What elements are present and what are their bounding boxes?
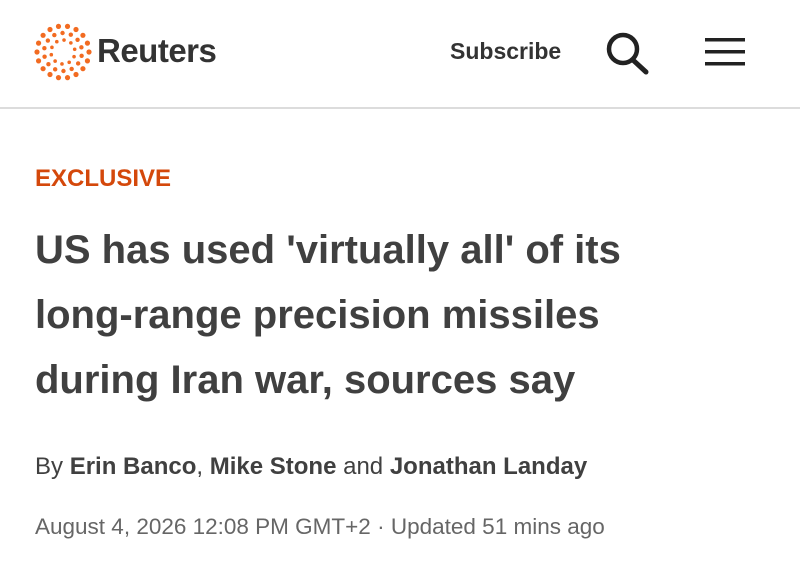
logo-dot [60, 62, 64, 66]
logo-dot [47, 71, 53, 78]
logo-dot [35, 40, 42, 46]
logo-dot [69, 66, 74, 72]
logo-dot [53, 59, 57, 63]
logo-dot [67, 60, 71, 65]
logo-dot [64, 23, 71, 29]
logo-dot [84, 58, 91, 64]
logo[interactable] [33, 22, 93, 82]
logo-dot [75, 61, 81, 66]
byline-prefix: By [35, 453, 64, 480]
search-icon[interactable] [604, 30, 652, 76]
logo-dot [45, 38, 51, 43]
menu-bar [705, 50, 745, 54]
logo-dot [79, 53, 84, 58]
logo-dot [75, 37, 80, 42]
logo-dot [69, 41, 73, 45]
logo-dot [61, 68, 66, 74]
logo-dot [55, 23, 62, 29]
author-name[interactable]: Mike Stone [209, 453, 337, 480]
byline: By Erin Banco, Mike Stone and Jonathan L… [35, 453, 587, 481]
byline-separator: , [196, 453, 204, 480]
menu-icon[interactable] [704, 36, 746, 68]
logo-dot [50, 45, 54, 50]
logo-dot [40, 32, 46, 38]
headline: US has used 'virtually all' of its long-… [35, 228, 621, 402]
logo-dot [64, 75, 71, 81]
logo-dot [47, 26, 53, 33]
logo-dot [42, 46, 47, 51]
logo-dot [42, 54, 47, 59]
logo-dot [72, 47, 77, 52]
logo-dot [34, 49, 40, 55]
logo-dot [79, 45, 84, 50]
site-header: Reuters Subscribe [0, 0, 800, 109]
logo-dot [80, 32, 86, 38]
brand[interactable]: Reuters [97, 32, 217, 69]
logo-dot [35, 58, 42, 64]
author-name[interactable]: Jonathan Landay [389, 453, 588, 480]
logo-dot [46, 62, 51, 67]
menu-bar [705, 62, 745, 66]
logo-dot [73, 71, 79, 78]
updated-time: Updated 51 mins ago [390, 514, 605, 539]
published-date: August 4, 2026 12:08 PM GMT+2 [35, 514, 371, 539]
subscribe-button[interactable]: Subscribe [450, 38, 562, 64]
logo-dot [49, 52, 54, 57]
logo-dot [55, 75, 62, 81]
logo-dot [62, 38, 66, 42]
dateline: August 4, 2026 12:08 PM GMT+2 · Updated … [35, 514, 605, 540]
logo-dot [52, 67, 58, 72]
article-label: EXCLUSIVE [35, 165, 172, 192]
menu-bar [705, 38, 745, 42]
search-handle [630, 57, 649, 75]
search-lens [606, 32, 640, 66]
logo-dot [68, 32, 74, 37]
logo-dot [72, 54, 76, 59]
logo-dot [73, 26, 79, 33]
logo-dot [80, 66, 86, 72]
logo-dot [55, 39, 59, 44]
author-name[interactable]: Erin Banco [69, 453, 197, 480]
logo-dot [52, 32, 57, 38]
logo-dot [40, 66, 46, 72]
logo-dot [86, 49, 92, 55]
logo-dot [60, 30, 65, 36]
dateline-separator: · [377, 514, 385, 539]
byline-conjunction: and [343, 453, 384, 480]
logo-dot [84, 40, 91, 46]
